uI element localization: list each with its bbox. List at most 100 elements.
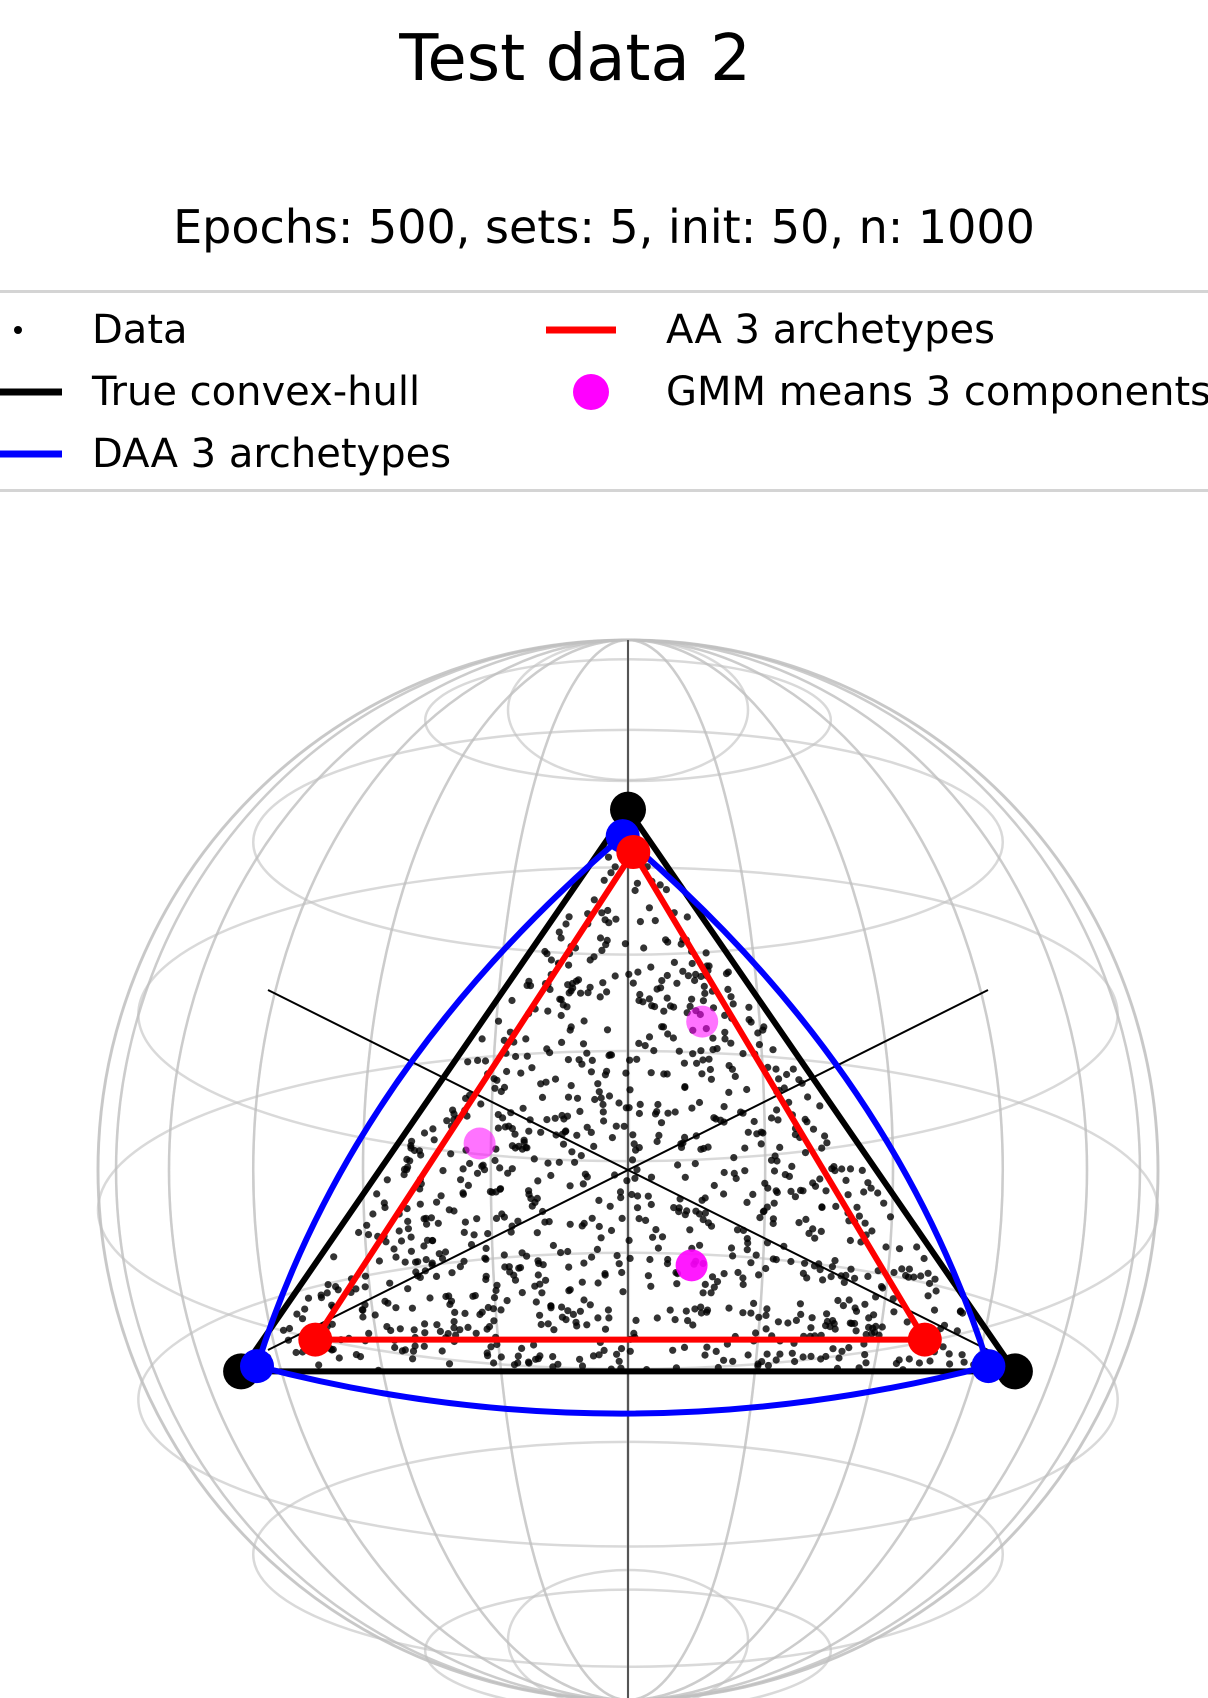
data-point xyxy=(625,970,633,978)
data-point xyxy=(558,1313,567,1321)
data-point xyxy=(763,1305,771,1313)
data-point xyxy=(562,920,570,928)
data-point xyxy=(555,1158,563,1166)
data-point xyxy=(817,1227,825,1235)
data-point xyxy=(647,963,655,971)
data-point xyxy=(757,1140,765,1148)
data-point xyxy=(429,1125,437,1133)
data-point xyxy=(744,1128,752,1136)
data-point xyxy=(762,1311,770,1319)
data-point xyxy=(704,1143,712,1151)
data-point xyxy=(787,1257,795,1266)
data-point xyxy=(904,1273,913,1281)
data-point xyxy=(626,1056,634,1064)
data-point xyxy=(503,1067,511,1076)
data-point xyxy=(802,1215,810,1223)
data-point xyxy=(844,1191,852,1199)
data-point xyxy=(895,1356,903,1364)
data-point xyxy=(689,1321,697,1329)
data-point xyxy=(534,1257,542,1265)
data-point xyxy=(628,1190,636,1199)
data-point xyxy=(743,1085,751,1094)
data-point xyxy=(695,1098,704,1107)
data-point xyxy=(352,1285,360,1293)
data-point xyxy=(597,1094,605,1102)
data-point xyxy=(608,1134,617,1142)
data-point xyxy=(536,1280,544,1288)
data-point xyxy=(720,1270,728,1278)
data-point xyxy=(739,1274,747,1282)
data-point xyxy=(481,1057,490,1065)
data-point xyxy=(516,1264,525,1272)
data-point xyxy=(576,1307,585,1315)
data-point xyxy=(686,1002,694,1010)
data-point xyxy=(658,977,666,985)
data-point xyxy=(601,1325,610,1333)
data-point xyxy=(756,1214,764,1222)
data-point xyxy=(549,1353,557,1361)
data-point xyxy=(784,1319,792,1327)
data-point xyxy=(822,1187,830,1195)
data-point xyxy=(654,1244,663,1252)
data-point xyxy=(514,1217,522,1225)
data-point xyxy=(647,1282,655,1290)
data-point xyxy=(861,1351,869,1359)
data-point xyxy=(811,1234,819,1242)
data-point xyxy=(741,1144,749,1152)
data-point xyxy=(494,1017,503,1025)
data-point xyxy=(628,1156,637,1164)
data-point xyxy=(759,1129,767,1137)
data-point xyxy=(566,1220,574,1228)
data-point xyxy=(864,1179,872,1187)
data-point xyxy=(673,979,681,987)
data-point xyxy=(546,1049,554,1057)
data-point xyxy=(544,1007,552,1015)
data-point xyxy=(600,876,608,884)
data-point xyxy=(583,1321,591,1329)
data-point xyxy=(671,1108,679,1116)
data-point xyxy=(590,1142,598,1150)
data-point xyxy=(630,1140,638,1148)
aa-vertex xyxy=(907,1322,942,1357)
data-point xyxy=(381,1297,389,1305)
data-point xyxy=(795,1219,803,1227)
data-point xyxy=(758,1358,766,1366)
data-point xyxy=(656,881,664,889)
data-point xyxy=(770,1199,778,1207)
data-point xyxy=(662,936,670,944)
data-point xyxy=(612,915,620,923)
data-point xyxy=(412,1258,420,1266)
data-point xyxy=(763,1239,772,1247)
data-point xyxy=(421,1267,429,1275)
data-point xyxy=(616,1188,625,1196)
data-point xyxy=(603,988,611,996)
data-point xyxy=(720,1168,728,1177)
data-point xyxy=(664,1109,672,1117)
data-point xyxy=(701,1280,709,1288)
data-point xyxy=(645,1033,654,1041)
data-point xyxy=(591,1095,599,1104)
data-point xyxy=(491,1156,499,1165)
data-point xyxy=(632,1316,640,1324)
data-point xyxy=(840,1278,848,1286)
data-point xyxy=(739,1309,747,1317)
data-point xyxy=(640,944,648,952)
data-point xyxy=(469,1292,477,1300)
data-point xyxy=(420,1242,428,1250)
data-point xyxy=(649,1233,657,1241)
data-point xyxy=(752,1329,760,1337)
data-point xyxy=(583,1123,591,1131)
data-point xyxy=(890,1268,898,1277)
data-point xyxy=(775,1075,783,1083)
data-point xyxy=(647,1173,656,1181)
data-point xyxy=(429,1237,437,1245)
data-point xyxy=(710,1181,718,1190)
data-point xyxy=(913,1243,921,1251)
data-point xyxy=(587,1128,595,1136)
data-point xyxy=(633,1166,641,1174)
data-point xyxy=(490,1294,499,1302)
data-point xyxy=(889,1295,897,1303)
data-point xyxy=(522,1035,530,1043)
data-point xyxy=(636,1100,644,1108)
data-point xyxy=(838,1165,846,1173)
